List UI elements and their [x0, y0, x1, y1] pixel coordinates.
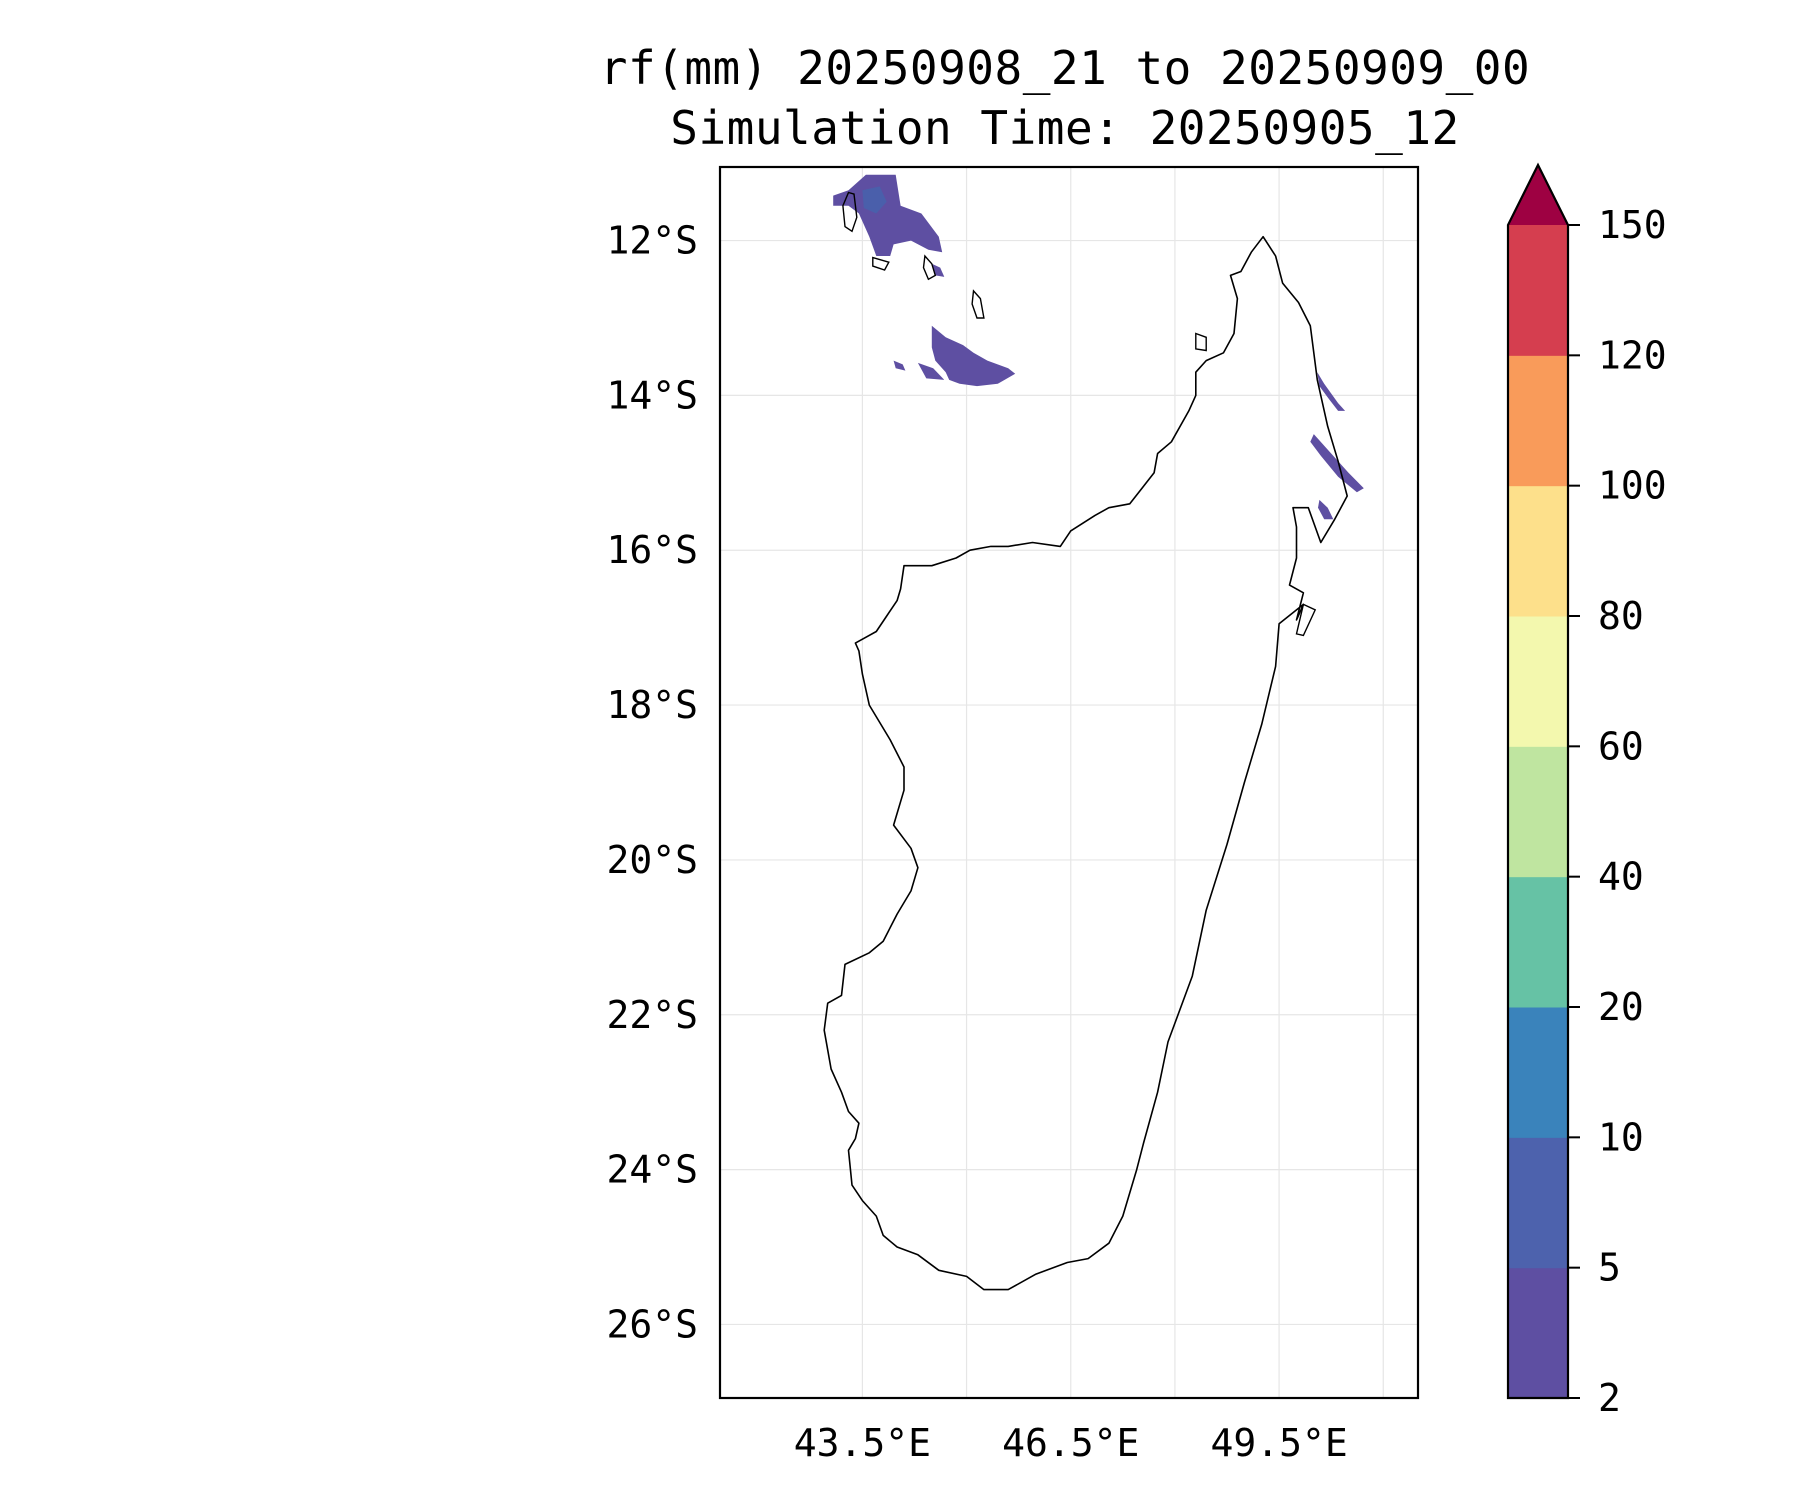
islet-coastline — [1195, 332, 1207, 352]
chart-title: rf(mm) 20250908_21 to 20250909_00 Simula… — [540, 38, 1590, 158]
colorbar-tick-label: 60 — [1598, 724, 1644, 768]
colorbar-segment — [1508, 616, 1568, 747]
lat-tick-label: 18°S — [606, 683, 698, 727]
madagascar-coastline — [823, 235, 1348, 1291]
colorbar-segment — [1508, 876, 1568, 1008]
rain-area — [1310, 434, 1364, 493]
colorbar-extend-triangle — [1508, 165, 1568, 225]
colorbar-segment — [1508, 1267, 1568, 1399]
title-line-1: rf(mm) 20250908_21 to 20250909_00 — [599, 41, 1531, 95]
lon-tick-label: 46.5°E — [1002, 1421, 1139, 1465]
lat-tick-label: 22°S — [606, 993, 698, 1037]
colorbar-segment — [1508, 746, 1568, 878]
colorbar-tick-label: 5 — [1598, 1246, 1621, 1290]
colorbar-segment — [1508, 1007, 1568, 1138]
lon-tick-label: 49.5°E — [1210, 1421, 1347, 1465]
latitude-tick-labels: 12°S 14°S 16°S 18°S 20°S 22°S 24°S 26°S — [606, 219, 698, 1347]
gridlines — [720, 167, 1418, 1398]
colorbar-segment — [1508, 485, 1568, 617]
coastline — [823, 191, 1348, 1291]
colorbar-tick-label: 100 — [1598, 464, 1667, 508]
rain-area — [833, 174, 943, 256]
lat-tick-label: 20°S — [606, 838, 698, 882]
colorbar-tick-label: 120 — [1598, 333, 1667, 377]
rain-area — [1317, 372, 1346, 411]
colorbar-segment — [1508, 1137, 1568, 1269]
rain-area — [931, 325, 1016, 387]
colorbar-segment — [1508, 355, 1568, 487]
colorbar: 2 5 10 20 40 60 80 100 120 150 — [1506, 162, 1667, 1420]
colorbar-tick-label: 2 — [1598, 1376, 1621, 1420]
islet-coastline — [872, 256, 890, 271]
title-line-2: Simulation Time: 20250905_12 — [670, 101, 1460, 155]
lat-tick-label: 16°S — [606, 528, 698, 572]
rain-area — [893, 360, 906, 371]
colorbar-tick-label: 150 — [1598, 203, 1667, 247]
lat-tick-label: 24°S — [606, 1148, 698, 1192]
colorbar-tick-label: 80 — [1598, 594, 1644, 638]
islet-coastline — [1295, 603, 1317, 637]
islet-coastline — [842, 191, 858, 233]
longitude-tick-labels: 43.5°E 46.5°E 49.5°E — [794, 1421, 1348, 1465]
colorbar-tick-label: 20 — [1598, 985, 1644, 1029]
lat-tick-label: 26°S — [606, 1302, 698, 1346]
colorbar-segment — [1508, 225, 1568, 356]
lon-tick-label: 43.5°E — [794, 1421, 931, 1465]
islet-coastline — [971, 289, 985, 319]
colorbar-tick-label: 10 — [1598, 1115, 1644, 1159]
lat-tick-label: 12°S — [606, 219, 698, 263]
colorbar-tick-label: 40 — [1598, 855, 1644, 899]
rain-area — [917, 362, 945, 380]
rain-area — [1318, 499, 1334, 520]
islet-coastline — [922, 254, 937, 281]
rain-area — [862, 186, 887, 214]
lat-tick-label: 14°S — [606, 373, 698, 417]
rainfall-contours — [833, 174, 1364, 520]
colorbar-outline — [1506, 162, 1570, 1400]
map-frame — [718, 165, 1420, 1400]
